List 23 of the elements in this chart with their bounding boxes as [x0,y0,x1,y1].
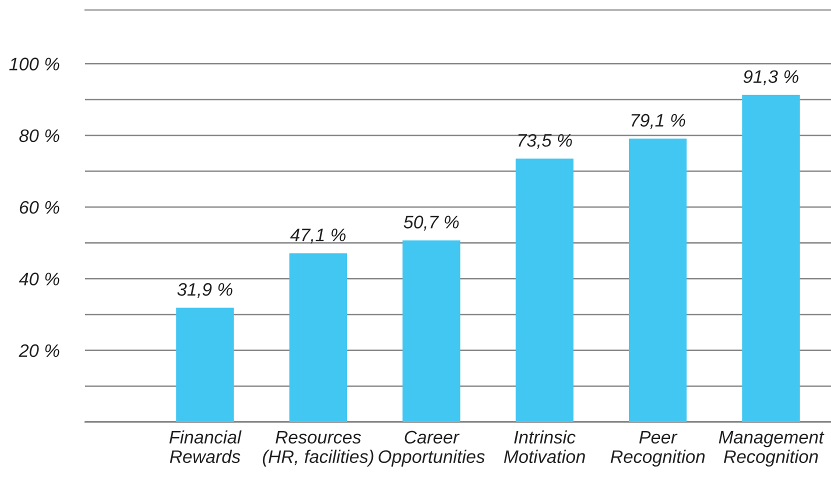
bar [742,94,800,422]
x-tick-label: Resources (HR, facilities) [262,430,374,467]
data-label: 91,3 % [744,70,798,86]
x-tick-label: Financial Rewards [169,430,242,464]
bar [402,240,460,422]
x-tick-label: Management Recognition [718,430,824,467]
y-tick-label: 80 % [19,129,60,142]
x-tick-label: Peer Recognition [610,430,705,467]
y-tick-label: 40 % [18,272,60,286]
bar [628,138,687,422]
y-tick-label: 100 % [9,58,60,70]
x-tick-label: Intrinsic Motivation [504,430,585,464]
bar [516,158,574,422]
data-label: 31,9 % [177,283,232,298]
data-label: 50,7 % [404,216,459,231]
x-tick-label: Career Opportunities [378,430,485,467]
y-tick-label: 60 % [20,200,60,214]
bar [176,308,234,422]
data-label: 73,5 % [518,134,572,149]
data-label: 79,1 % [632,114,686,129]
data-label: 47,1 % [290,228,346,244]
bar [289,253,348,422]
y-tick-label: 20 % [18,344,60,358]
